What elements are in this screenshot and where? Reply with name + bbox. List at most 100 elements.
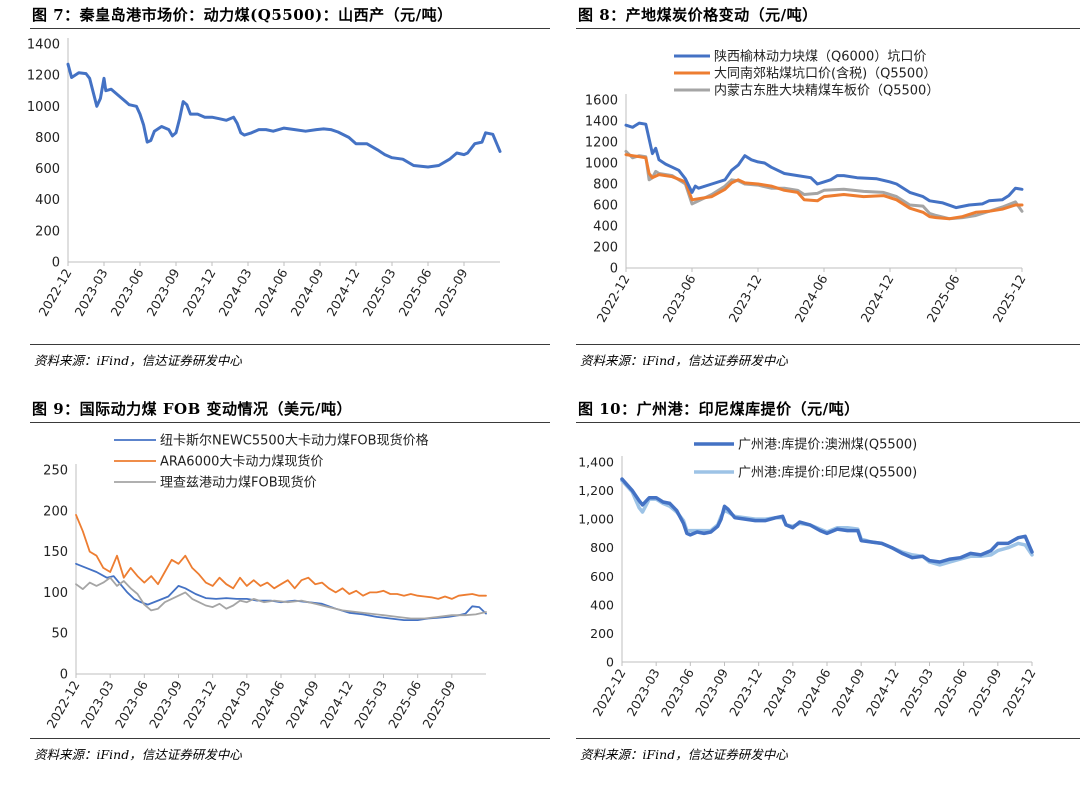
legend-label-1: 广州港:库提价:澳洲煤(Q5500) bbox=[738, 437, 917, 453]
y-tick-label: 0 bbox=[60, 668, 68, 683]
series-line-1 bbox=[620, 477, 1034, 564]
x-tick-label: 2023-09 bbox=[143, 266, 182, 319]
legend-label-2: 大同南郊粘煤坑口价(含税)（Q5500） bbox=[714, 66, 936, 82]
figure-7-title: 图 7：秦皇岛港市场价：动力煤(Q5500)：山西产（元/吨） bbox=[32, 6, 453, 24]
x-tick-label: 2024-09 bbox=[283, 678, 322, 731]
figure-8-source-rule bbox=[576, 344, 1080, 345]
x-tick-label: 2023-12 bbox=[180, 678, 219, 731]
x-tick-label: 2025-03 bbox=[351, 678, 390, 731]
figure-10-source: 资料来源：iFind，信达证券研发中心 bbox=[580, 747, 788, 762]
x-tick-label: 2025-06 bbox=[395, 266, 434, 319]
x-tick-label: 2025-09 bbox=[419, 678, 458, 731]
figure-7-source-rule bbox=[30, 344, 550, 345]
x-tick-label: 2024-09 bbox=[287, 266, 326, 319]
figure-10-title: 图 10：广州港：印尼煤库提价（元/吨） bbox=[578, 400, 860, 418]
figure-8-panel: 图 8：产地煤炭价格变动（元/吨） 0 200 400 600 800 1000 1200 1… bbox=[576, 0, 1080, 394]
figure-7-title-rule bbox=[30, 28, 550, 29]
series-line-2 bbox=[624, 153, 1024, 221]
figure-7-chart: 02004006008001000120014002022-122023-032… bbox=[27, 38, 502, 319]
figure-8-title-rule bbox=[576, 28, 1080, 29]
x-tick-label: 2023-06 bbox=[658, 666, 697, 719]
y-tick-label: 1200 bbox=[585, 136, 618, 151]
figure-7-panel: 图 7：秦皇岛港市场价：动力煤(Q5500)：山西产（元/吨） 0 200 400 6… bbox=[27, 0, 550, 394]
series-line-1 bbox=[66, 62, 502, 169]
x-tick-label: 2023-12 bbox=[179, 266, 218, 319]
figure-9-title: 图 9：国际动力煤 FOB 变动情况（美元/吨） bbox=[32, 400, 352, 418]
x-tick-label: 2023-03 bbox=[71, 266, 110, 319]
x-tick-label: 2025-06 bbox=[923, 272, 962, 325]
legend-label-1: 陕西榆林动力块煤（Q6000）坑口价 bbox=[714, 50, 926, 65]
x-tick-label: 2025-06 bbox=[931, 666, 970, 719]
y-tick-label: 0 bbox=[606, 655, 614, 670]
series-line-3 bbox=[75, 576, 487, 620]
y-tick-label: 100 bbox=[43, 586, 68, 601]
y-tick-label: 1000 bbox=[585, 157, 618, 172]
x-tick-label: 2024-03 bbox=[215, 266, 254, 319]
series-line-1 bbox=[624, 121, 1024, 210]
figure-8-chart: 0 200 400 600 800 1000 1200 1400 1600 2022-12 2023… bbox=[585, 50, 1029, 325]
legend-label-2: 广州港:库提价:印尼煤(Q5500) bbox=[738, 465, 917, 481]
series-line-2 bbox=[75, 514, 487, 600]
x-tick-label: 2022-12 bbox=[43, 678, 82, 731]
x-tick-label: 2022-12 bbox=[593, 272, 632, 325]
y-tick-label: 400 bbox=[35, 193, 60, 208]
x-tick-label: 2024-12 bbox=[863, 666, 902, 719]
x-tick-label: 2023-09 bbox=[692, 666, 731, 719]
x-tick-label: 2025-09 bbox=[431, 266, 470, 319]
figure-8-source: 资料来源：iFind，信达证券研发中心 bbox=[580, 353, 788, 368]
x-tick-label: 2024-03 bbox=[214, 678, 253, 731]
figure-9-title-rule bbox=[30, 422, 550, 423]
legend-label-3: 理查兹港动力煤FOB现货价 bbox=[160, 475, 317, 491]
y-tick-label: 200 bbox=[43, 504, 68, 519]
y-tick-label: 1400 bbox=[585, 115, 618, 130]
y-tick-label: 0 bbox=[610, 262, 618, 277]
y-tick-label: 800 bbox=[590, 540, 614, 555]
legend-label-1: 纽卡斯尔NEWC5500大卡动力煤FOB现货价格 bbox=[160, 433, 429, 449]
y-tick-label: 800 bbox=[35, 131, 60, 146]
y-tick-label: 200 bbox=[593, 241, 618, 256]
figure-9-source: 资料来源：iFind，信达证券研发中心 bbox=[34, 747, 242, 762]
x-tick-label: 2025-03 bbox=[359, 266, 398, 319]
x-tick-label: 2024-12 bbox=[857, 272, 896, 325]
y-tick-label: 1200 bbox=[27, 69, 60, 84]
y-tick-label: 1,400 bbox=[578, 455, 614, 470]
figure-9-chart: 0501001502002502022-122023-032023-062023… bbox=[43, 433, 487, 731]
x-tick-label: 2022-12 bbox=[589, 666, 628, 719]
y-tick-label: 1000 bbox=[27, 100, 60, 115]
y-tick-label: 800 bbox=[593, 178, 618, 193]
x-tick-label: 2023-06 bbox=[659, 272, 698, 325]
y-tick-label: 250 bbox=[43, 464, 68, 479]
figure-8-title: 图 8：产地煤炭价格变动（元/吨） bbox=[578, 6, 818, 24]
legend-label-2: ARA6000大卡动力煤现货价 bbox=[160, 454, 323, 470]
figure-10-chart: 02004006008001,0001,2001,4002022-122023-… bbox=[578, 437, 1038, 719]
figure-10-panel: 图 10：广州港：印尼煤库提价（元/吨） 0 200 400 600 800 1,000 1… bbox=[576, 394, 1080, 788]
legend-label-3: 内蒙古东胜大块精煤车板价（Q5500） bbox=[714, 83, 939, 99]
x-tick-label: 2023-09 bbox=[146, 678, 185, 731]
x-tick-label: 2025-09 bbox=[965, 666, 1004, 719]
figure-10-source-rule bbox=[576, 738, 1080, 739]
x-tick-label: 2023-12 bbox=[726, 666, 765, 719]
figure-7-source: 资料来源：iFind，信达证券研发中心 bbox=[34, 353, 242, 368]
x-tick-label: 2024-06 bbox=[248, 678, 287, 731]
series-line-1 bbox=[75, 562, 487, 621]
x-tick-label: 2025-06 bbox=[385, 678, 424, 731]
x-tick-label: 2025-12 bbox=[989, 272, 1028, 325]
y-tick-label: 1600 bbox=[585, 94, 618, 109]
x-tick-label: 2024-06 bbox=[791, 272, 830, 325]
y-tick-label: 400 bbox=[590, 597, 614, 612]
y-tick-label: 200 bbox=[590, 626, 614, 641]
x-tick-label: 2023-03 bbox=[78, 678, 117, 731]
x-tick-label: 2024-06 bbox=[251, 266, 290, 319]
y-tick-label: 600 bbox=[35, 162, 60, 177]
x-tick-label: 2022-12 bbox=[35, 266, 74, 319]
x-tick-label: 2024-12 bbox=[317, 678, 356, 731]
y-tick-label: 600 bbox=[593, 199, 618, 214]
y-tick-label: 0 bbox=[52, 256, 60, 271]
y-tick-label: 1,200 bbox=[578, 483, 614, 498]
x-tick-label: 2025-03 bbox=[897, 666, 936, 719]
y-tick-label: 400 bbox=[593, 220, 618, 235]
x-tick-label: 2024-03 bbox=[760, 666, 799, 719]
figure-9-source-rule bbox=[30, 738, 550, 739]
x-tick-label: 2023-03 bbox=[624, 666, 663, 719]
x-tick-label: 2023-12 bbox=[725, 272, 764, 325]
